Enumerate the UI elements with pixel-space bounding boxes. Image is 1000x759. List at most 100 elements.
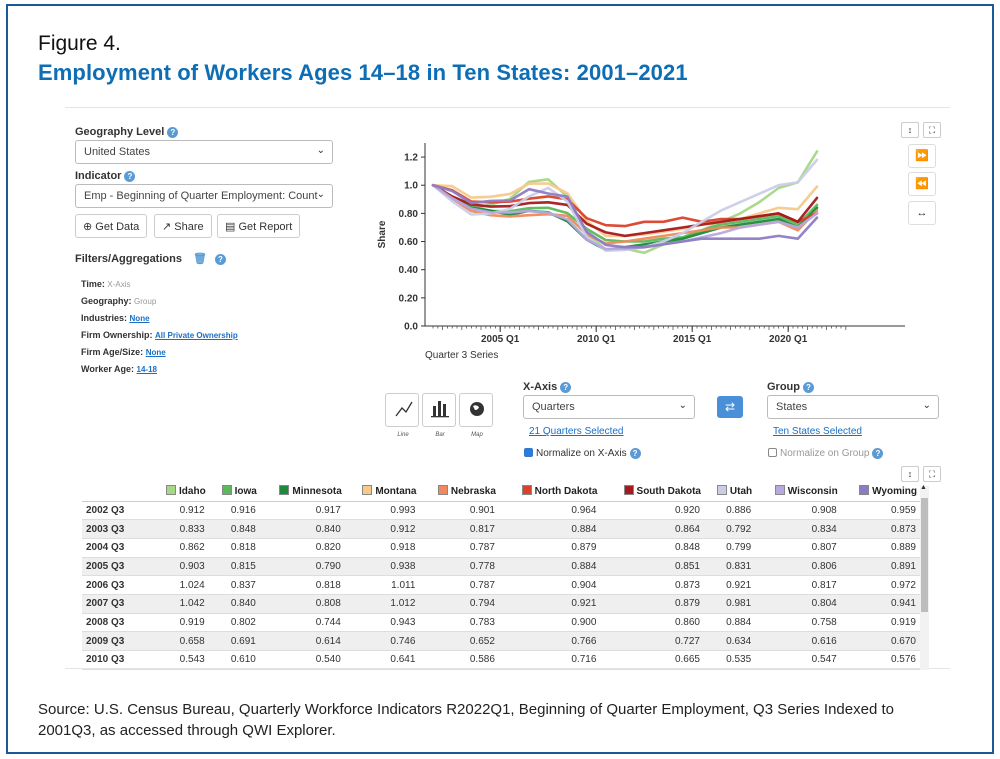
table-header-cell[interactable]: Montana bbox=[344, 482, 420, 502]
qwi-explorer-panel: Geography Level? United States ⌄ Indicato… bbox=[65, 107, 950, 670]
row-header: 2006 Q3 bbox=[82, 575, 152, 595]
row-header: 2004 Q3 bbox=[82, 538, 152, 558]
trash-icon[interactable]: 🗑 bbox=[193, 253, 207, 265]
help-icon[interactable]: ? bbox=[872, 448, 884, 459]
filter-link[interactable]: None bbox=[129, 314, 150, 323]
table-cell: 0.921 bbox=[703, 575, 756, 595]
table-cell: 0.535 bbox=[703, 650, 756, 670]
table-cell: 0.886 bbox=[703, 501, 756, 521]
help-icon[interactable]: ? bbox=[560, 381, 572, 393]
table-cell: 0.691 bbox=[208, 631, 260, 651]
table-cell: 0.808 bbox=[259, 594, 345, 614]
table-header-cell[interactable]: Wyoming bbox=[840, 482, 920, 502]
xaxis-select[interactable]: Quarters ⌄ bbox=[523, 395, 695, 419]
table-cell: 0.543 bbox=[152, 650, 209, 670]
group-select[interactable]: States ⌄ bbox=[767, 395, 939, 419]
table-header-cell[interactable]: Idaho bbox=[152, 482, 209, 502]
expand-icon[interactable]: ⛶ bbox=[923, 122, 941, 138]
table-header-cell[interactable]: Wisconsin bbox=[755, 482, 841, 502]
filter-link[interactable]: 14-18 bbox=[136, 365, 157, 374]
normalize-x-checkbox[interactable]: Normalize on X-Axis? bbox=[524, 448, 641, 459]
states-selected-link[interactable]: Ten States Selected bbox=[773, 426, 862, 437]
table-cell: 0.727 bbox=[600, 631, 704, 651]
table-cell: 1.011 bbox=[344, 575, 420, 595]
table-cell: 0.912 bbox=[344, 519, 420, 539]
help-icon[interactable]: ? bbox=[167, 126, 179, 138]
y-tick-label: 0.0 bbox=[404, 322, 418, 333]
resize-vertical-icon[interactable]: ↕ bbox=[901, 466, 919, 482]
table-cell: 0.670 bbox=[840, 631, 920, 651]
resize-vertical-icon[interactable]: ↕ bbox=[901, 122, 919, 138]
filter-link[interactable]: All Private Ownership bbox=[155, 331, 238, 340]
table-cell: 0.815 bbox=[208, 557, 260, 577]
share-icon: ↗ bbox=[162, 221, 172, 233]
get-data-button[interactable]: ⊕ Get Data bbox=[75, 214, 148, 238]
table-cell: 0.716 bbox=[498, 650, 601, 670]
filter-key: Geography: bbox=[81, 296, 132, 306]
filter-geography: Geography: Group bbox=[81, 293, 238, 310]
table-header-cell[interactable]: Iowa bbox=[208, 482, 260, 502]
row-header: 2002 Q3 bbox=[82, 501, 152, 521]
table-header-cell[interactable]: Minnesota bbox=[259, 482, 345, 502]
rewind-icon[interactable]: ⏪ bbox=[908, 172, 936, 196]
table-header-cell[interactable]: North Dakota bbox=[498, 482, 601, 502]
table-row: 2006 Q3 1.024 0.837 0.818 1.011 0.787 0.904 0.8… bbox=[82, 575, 920, 595]
help-icon[interactable]: ? bbox=[803, 381, 814, 393]
indicator-select[interactable]: Emp - Beginning of Quarter Employment: C… bbox=[75, 184, 333, 208]
scroll-up-icon[interactable]: ▲ bbox=[920, 484, 927, 491]
get-report-button[interactable]: ▤ Get Report bbox=[217, 214, 301, 238]
table-cell: 0.840 bbox=[208, 594, 260, 614]
table-cell: 0.884 bbox=[703, 613, 756, 633]
help-icon[interactable]: ? bbox=[124, 170, 136, 182]
table-cell: 0.972 bbox=[840, 575, 920, 595]
quarters-selected-link[interactable]: 21 Quarters Selected bbox=[529, 426, 624, 437]
table-header-row: Idaho Iowa Minnesota Montana Nebraska North D… bbox=[82, 482, 920, 502]
series-name-label: Montana bbox=[375, 486, 417, 498]
series-name-label: South Dakota bbox=[636, 486, 701, 498]
checkbox-unchecked-icon bbox=[768, 448, 777, 458]
chevron-down-icon: ⌄ bbox=[678, 400, 687, 411]
expand-icon[interactable]: ⛶ bbox=[923, 466, 941, 482]
table-cell: 0.941 bbox=[840, 594, 920, 614]
geography-select[interactable]: United States ⌄ bbox=[75, 140, 333, 164]
download-icon: ⊕ bbox=[83, 221, 93, 233]
indicator-label: Indicator? bbox=[75, 170, 136, 182]
map-type-button[interactable]: Map bbox=[459, 393, 493, 438]
filter-key: Industries: bbox=[81, 313, 128, 323]
table-cell: 0.851 bbox=[600, 557, 704, 577]
get-report-label: Get Report bbox=[238, 221, 293, 233]
table-scrollbar-thumb[interactable] bbox=[921, 498, 928, 612]
table-cell: 0.879 bbox=[600, 594, 704, 614]
table-header-cell[interactable]: Utah bbox=[703, 482, 756, 502]
table-header-cell[interactable]: South Dakota bbox=[600, 482, 704, 502]
horizontal-arrows-icon[interactable]: ↔ bbox=[908, 201, 936, 225]
help-icon[interactable]: ? bbox=[629, 448, 641, 459]
help-icon[interactable]: ? bbox=[215, 253, 226, 265]
table-cell: 0.840 bbox=[259, 519, 345, 539]
filter-firm-age-size: Firm Age/Size: None bbox=[81, 344, 238, 361]
filter-link[interactable]: None bbox=[145, 348, 166, 357]
legend-swatch bbox=[437, 485, 448, 496]
row-header: 2010 Q3 bbox=[82, 650, 152, 670]
bar-chart-type-button[interactable]: Bar bbox=[422, 393, 456, 438]
share-button[interactable]: ↗ Share bbox=[154, 214, 212, 238]
table-header-cell[interactable]: Nebraska bbox=[419, 482, 499, 502]
legend-swatch bbox=[166, 485, 177, 496]
y-tick-label: 1.0 bbox=[404, 181, 418, 192]
swap-icon[interactable]: ⇄ bbox=[717, 396, 743, 418]
table-cell: 0.916 bbox=[208, 501, 260, 521]
normalize-x-label: Normalize on X-Axis bbox=[536, 448, 627, 460]
series-line-south-dakota bbox=[431, 183, 819, 238]
filter-worker-age: Worker Age: 14-18 bbox=[81, 361, 238, 378]
filter-industries: Industries: None bbox=[81, 310, 238, 327]
row-header: 2007 Q3 bbox=[82, 594, 152, 614]
table-cell: 0.981 bbox=[703, 594, 756, 614]
normalize-group-checkbox[interactable]: Normalize on Group? bbox=[768, 448, 884, 459]
data-table: Idaho Iowa Minnesota Montana Nebraska North D… bbox=[82, 482, 920, 670]
table-cell: 0.938 bbox=[344, 557, 420, 577]
table-cell: 0.817 bbox=[755, 575, 841, 595]
line-chart-type-button[interactable]: Line bbox=[385, 393, 419, 438]
table-cell: 0.818 bbox=[259, 575, 345, 595]
fast-forward-icon[interactable]: ⏩ bbox=[908, 144, 936, 168]
table-cell: 1.024 bbox=[152, 575, 209, 595]
